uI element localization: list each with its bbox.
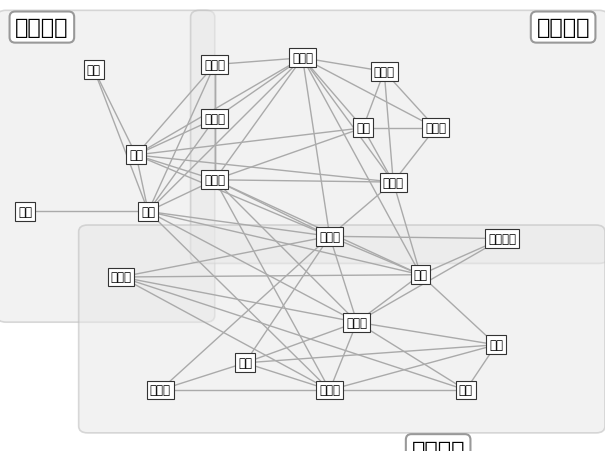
FancyBboxPatch shape — [191, 11, 605, 264]
Text: 情報科学: 情報科学 — [488, 233, 516, 245]
Text: 自然科学: 自然科学 — [411, 440, 465, 451]
Text: 統計学: 統計学 — [319, 230, 340, 243]
Text: 心理学: 心理学 — [204, 113, 225, 126]
Text: 看護学: 看護学 — [150, 384, 171, 396]
Text: 医学: 医学 — [238, 357, 252, 369]
Text: 物理学: 物理学 — [347, 316, 367, 329]
Text: 社会学: 社会学 — [292, 52, 313, 65]
Text: 地学: 地学 — [459, 384, 473, 396]
Text: 化学: 化学 — [489, 339, 503, 351]
Text: 文学: 文学 — [87, 64, 101, 76]
Text: 芸術: 芸術 — [18, 206, 33, 218]
Text: 社会科学: 社会科学 — [537, 18, 590, 38]
Text: 経済学: 経済学 — [383, 176, 404, 189]
FancyBboxPatch shape — [79, 226, 605, 433]
Text: 地理学: 地理学 — [111, 271, 131, 284]
FancyBboxPatch shape — [0, 11, 215, 322]
Text: 言語学: 言語学 — [204, 59, 225, 72]
Text: 生物学: 生物学 — [319, 384, 340, 396]
Text: 教育学: 教育学 — [204, 174, 225, 187]
Text: 数学: 数学 — [413, 269, 428, 281]
Text: 経営学: 経営学 — [425, 122, 446, 135]
Text: 哲学: 哲学 — [129, 149, 143, 162]
Text: 法学: 法学 — [356, 122, 370, 135]
Text: 政治学: 政治学 — [374, 66, 394, 78]
Text: 人文科学: 人文科学 — [15, 18, 68, 38]
Text: 歴史: 歴史 — [141, 206, 155, 218]
